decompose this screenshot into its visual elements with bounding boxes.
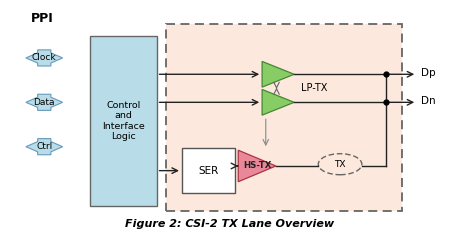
Text: HS-TX: HS-TX bbox=[242, 161, 271, 170]
Text: Clock: Clock bbox=[32, 53, 56, 63]
Polygon shape bbox=[26, 94, 62, 110]
Polygon shape bbox=[262, 61, 294, 87]
Text: SER: SER bbox=[198, 166, 218, 176]
Bar bbox=[90, 36, 156, 206]
Text: Control
and
Interface
Logic: Control and Interface Logic bbox=[102, 101, 145, 141]
Bar bbox=[181, 148, 234, 193]
Text: TX: TX bbox=[334, 160, 345, 169]
Polygon shape bbox=[26, 139, 62, 155]
Text: PPI: PPI bbox=[31, 12, 53, 25]
Text: Dp: Dp bbox=[420, 68, 435, 78]
Polygon shape bbox=[26, 50, 62, 66]
Text: Figure 2: CSI-2 TX Lane Overview: Figure 2: CSI-2 TX Lane Overview bbox=[125, 219, 334, 229]
Polygon shape bbox=[262, 90, 294, 115]
Bar bbox=[165, 24, 401, 211]
Text: LP-TX: LP-TX bbox=[301, 83, 327, 93]
Text: Dn: Dn bbox=[420, 96, 435, 106]
Polygon shape bbox=[238, 150, 275, 182]
Text: Data: Data bbox=[34, 98, 55, 107]
Text: Ctrl: Ctrl bbox=[36, 142, 52, 151]
